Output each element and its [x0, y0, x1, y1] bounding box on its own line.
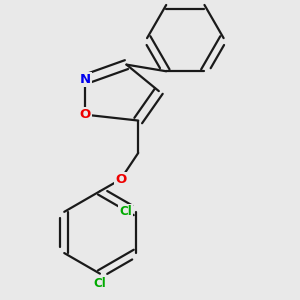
Text: N: N	[80, 73, 91, 86]
Text: O: O	[80, 108, 91, 121]
Text: O: O	[115, 173, 126, 186]
Text: Cl: Cl	[119, 205, 132, 218]
Text: Cl: Cl	[94, 277, 106, 290]
